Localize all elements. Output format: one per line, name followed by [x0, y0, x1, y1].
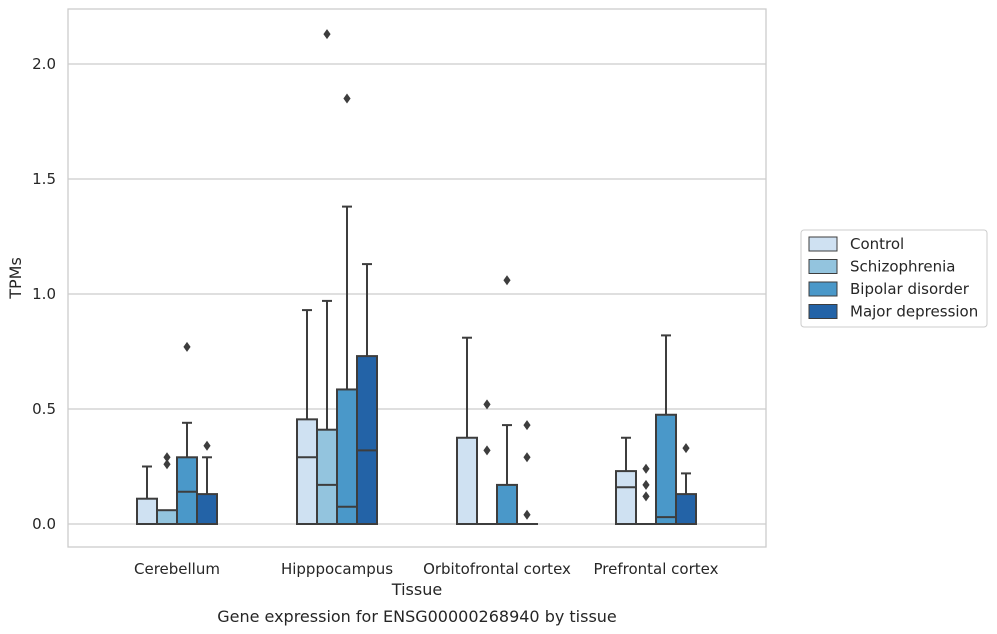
box-body	[156, 509, 178, 526]
boxes	[136, 29, 697, 526]
box-body	[496, 483, 518, 525]
outlier-point	[523, 420, 531, 431]
outlier-point	[523, 509, 531, 520]
outlier-point	[183, 341, 191, 352]
box-body	[296, 418, 318, 526]
outlier-point	[642, 491, 650, 502]
legend: Control Schizophrenia Bipolar disorder Majo…	[800, 229, 988, 328]
y-tick-label: 0.5	[32, 400, 56, 418]
box-control	[296, 309, 318, 526]
chart-caption: Gene expression for ENSG00000268940 by t…	[217, 607, 617, 626]
box-body	[176, 456, 198, 525]
box-major-depression	[196, 440, 218, 526]
plot-frame	[67, 8, 767, 548]
outlier-point	[163, 452, 171, 463]
outlier-point	[323, 29, 331, 40]
outlier-point	[523, 452, 531, 463]
outlier-point	[483, 399, 491, 410]
box-schizophrenia	[635, 463, 657, 526]
box-body	[336, 388, 358, 526]
outlier-point	[503, 275, 511, 286]
y-axis-label: TPMs	[6, 257, 25, 300]
x-axis-label: Tissue	[391, 580, 442, 599]
box-major-depression	[356, 263, 378, 525]
box-body	[675, 493, 697, 526]
x-tick-label: Hipppocampus	[281, 560, 393, 578]
legend-swatch	[808, 304, 838, 319]
legend-label: Major depression	[850, 303, 978, 321]
outlier-point	[682, 443, 690, 454]
box-control	[136, 465, 158, 526]
outlier-point	[642, 479, 650, 490]
box-major-depression	[675, 443, 697, 526]
outlier-point	[343, 93, 351, 104]
box-bipolar-disorder	[176, 341, 198, 525]
legend-label: Bipolar disorder	[850, 280, 970, 298]
box-control	[615, 436, 637, 526]
x-tick-label: Cerebellum	[134, 560, 220, 578]
y-tick-label: 2.0	[32, 55, 56, 73]
box-bipolar-disorder	[336, 93, 358, 526]
box-bipolar-disorder	[655, 334, 677, 525]
box-body	[655, 413, 677, 525]
legend-swatch	[808, 236, 838, 252]
y-tick-label: 1.0	[32, 285, 56, 303]
outlier-point	[203, 440, 211, 451]
legend-swatch	[808, 281, 838, 297]
y-tick-label: 1.5	[32, 170, 56, 188]
outlier-point	[642, 463, 650, 474]
y-tick-labels: 0.0 0.5 1.0 1.5 2.0	[32, 55, 56, 533]
legend-label: Control	[850, 235, 904, 253]
box-body	[456, 436, 478, 525]
legend-items: Control Schizophrenia Bipolar disorder Majo…	[808, 235, 978, 321]
x-tick-labels: Cerebellum Hipppocampus Orbitofrontal cort…	[134, 560, 719, 578]
outlier-point	[163, 459, 171, 470]
box-body	[196, 493, 218, 526]
box-control	[456, 336, 478, 525]
x-tick-label: Orbitofrontal cortex	[423, 560, 571, 578]
legend-frame	[800, 229, 988, 328]
x-tick-label: Prefrontal cortex	[594, 560, 719, 578]
box-body	[356, 355, 378, 525]
outlier-point	[483, 445, 491, 456]
y-tick-label: 0.0	[32, 515, 56, 533]
box-schizophrenia	[476, 399, 498, 526]
box-bipolar-disorder	[496, 275, 518, 525]
legend-swatch	[808, 259, 838, 274]
box-schizophrenia	[156, 452, 178, 526]
box-body	[615, 470, 637, 526]
box-major-depression	[516, 420, 538, 526]
box-body	[136, 497, 158, 526]
legend-label: Schizophrenia	[850, 258, 955, 276]
box-schizophrenia	[316, 29, 338, 526]
box-body	[316, 428, 338, 526]
